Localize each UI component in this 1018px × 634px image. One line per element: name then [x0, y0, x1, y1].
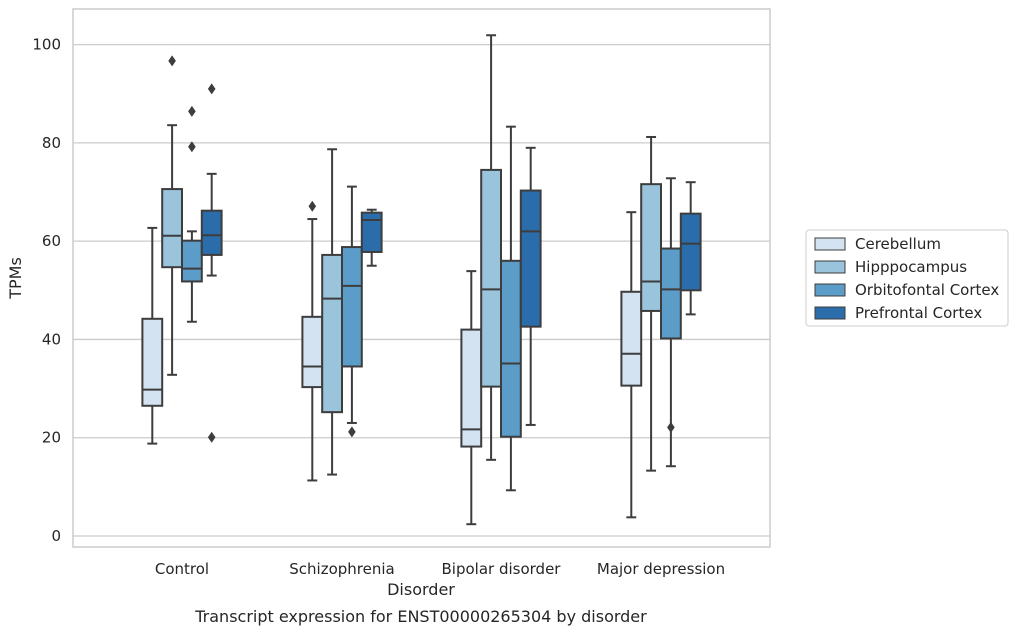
- box-hipppocampus: [321, 148, 344, 476]
- outlier-point: [207, 83, 216, 95]
- y-tick-label: 100: [32, 36, 61, 54]
- legend-label: Hipppocampus: [855, 258, 967, 276]
- legend-swatch: [814, 260, 846, 274]
- box-cerebellum: [141, 226, 164, 445]
- y-axis-ticks: 0 20 40 60 80 100: [32, 36, 61, 545]
- x-tick-label: Major depression: [597, 560, 725, 578]
- outlier-point: [207, 431, 216, 443]
- legend-label: Cerebellum: [855, 235, 941, 253]
- chart-caption: Transcript expression for ENST0000026530…: [194, 607, 647, 626]
- box-iqr: [200, 209, 223, 256]
- box-iqr: [519, 189, 542, 328]
- box-iqr: [480, 168, 503, 388]
- legend-swatch: [814, 283, 846, 297]
- box-iqr: [321, 253, 344, 414]
- x-axis-ticks: Control Schizophrenia Bipolar disorder Majo…: [155, 560, 725, 578]
- box-orbitofontal-cortex: [341, 185, 363, 438]
- gridlines: [73, 43, 770, 537]
- box-prefrontal-cortex: [360, 208, 383, 267]
- legend: Cerebellum Hipppocampus Orbitofontal Corte…: [805, 229, 1009, 327]
- box-iqr: [460, 328, 483, 448]
- x-axis-title: Disorder: [387, 580, 455, 599]
- y-tick-label: 80: [42, 134, 61, 152]
- boxes: [141, 34, 702, 526]
- y-tick-label: 0: [51, 527, 61, 545]
- box-iqr: [181, 239, 203, 283]
- legend-label: Orbitofontal Cortex: [855, 281, 999, 299]
- y-tick-label: 40: [42, 330, 61, 348]
- box-iqr: [341, 246, 363, 368]
- y-tick-label: 60: [42, 232, 61, 250]
- box-iqr: [301, 315, 324, 389]
- box-iqr: [141, 317, 164, 407]
- outlier-point: [308, 200, 317, 212]
- y-tick-label: 20: [42, 429, 61, 447]
- box-iqr: [500, 259, 522, 438]
- legend-swatch: [814, 306, 846, 320]
- box-iqr: [640, 183, 663, 312]
- box-iqr: [620, 290, 643, 387]
- legend-swatch: [814, 237, 846, 251]
- outlier-point: [188, 105, 196, 117]
- box-orbitofontal-cortex: [500, 125, 522, 492]
- outlier-point: [168, 55, 176, 67]
- box-prefrontal-cortex: [519, 146, 542, 426]
- y-axis-title: TPMs: [6, 257, 25, 300]
- box-cerebellum: [620, 211, 643, 519]
- box-hipppocampus: [161, 55, 183, 376]
- x-tick-label: Bipolar disorder: [442, 560, 562, 578]
- legend-frame: [805, 229, 1009, 327]
- box-hipppocampus: [480, 34, 503, 461]
- legend-label: Prefrontal Cortex: [855, 304, 982, 322]
- box-cerebellum: [460, 270, 483, 526]
- outlier-point: [188, 141, 196, 153]
- box-iqr: [679, 212, 702, 292]
- box-iqr: [360, 211, 383, 253]
- outlier-point: [667, 421, 675, 433]
- x-tick-label: Schizophrenia: [289, 560, 394, 578]
- x-tick-label: Control: [155, 560, 209, 578]
- box-prefrontal-cortex: [200, 83, 223, 443]
- box-orbitofontal-cortex: [181, 105, 203, 323]
- box-iqr: [161, 188, 183, 269]
- box-prefrontal-cortex: [679, 181, 702, 316]
- box-iqr: [660, 247, 682, 340]
- box-orbitofontal-cortex: [660, 177, 682, 468]
- outlier-point: [348, 426, 356, 438]
